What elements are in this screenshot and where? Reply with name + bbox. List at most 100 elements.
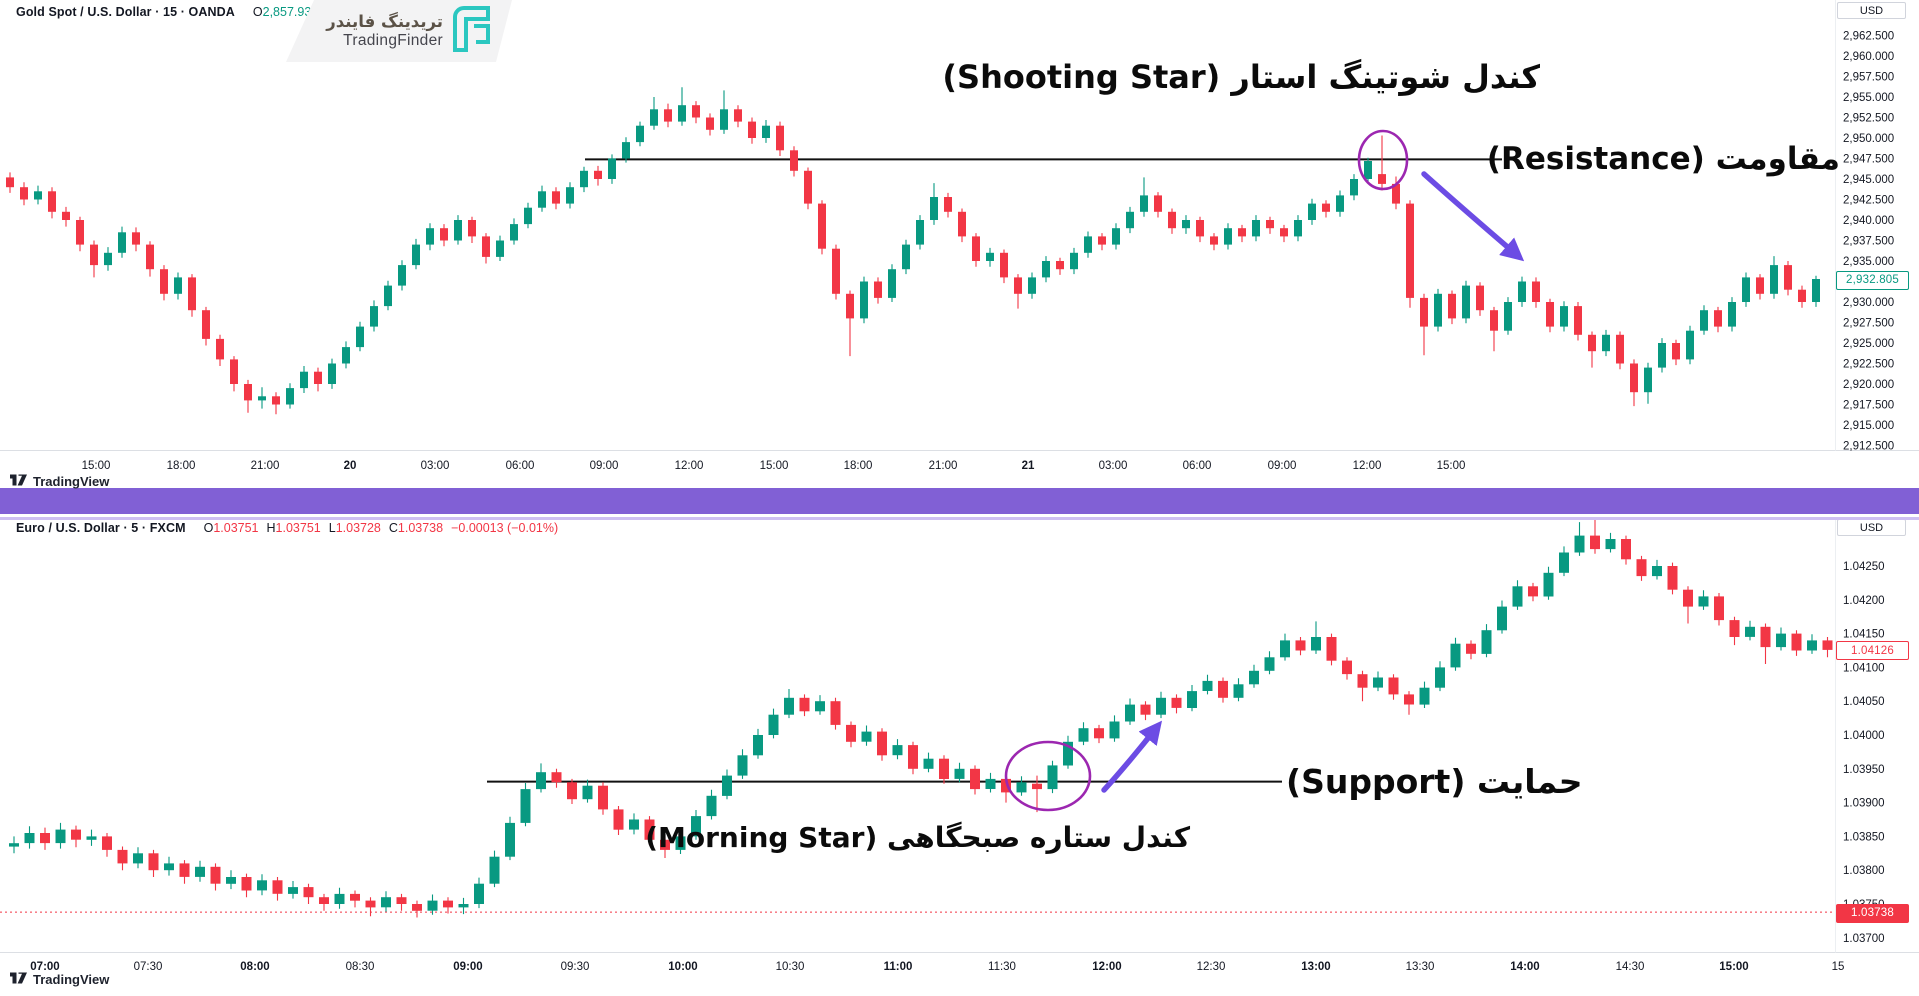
svg-text:2,935.000: 2,935.000 [1843, 256, 1894, 268]
tradingfinder-logo-text-en: TradingFinder [343, 31, 443, 49]
svg-text:15:00: 15:00 [1719, 961, 1748, 973]
tradingview-icon [10, 971, 28, 987]
time-axis-eurusd[interactable]: 07:00 07:30 08:00 08:30 09:00 09:30 10:00 10:30… [30, 961, 1844, 973]
charts-divider-bar [0, 488, 1919, 514]
svg-text:2,922.500: 2,922.500 [1843, 359, 1894, 371]
chart-header-eurusd: Euro / U.S. Dollar · 5 · FXCM O1.03751 H1… [16, 521, 558, 535]
svg-text:1.03950: 1.03950 [1843, 764, 1885, 776]
svg-text:2,957.500: 2,957.500 [1843, 72, 1894, 84]
price-scale-currency-gold[interactable]: USD [1837, 2, 1906, 19]
svg-text:2,952.500: 2,952.500 [1843, 113, 1894, 125]
svg-text:2,945.000: 2,945.000 [1843, 174, 1894, 186]
svg-text:14:00: 14:00 [1510, 961, 1539, 973]
svg-text:2,920.000: 2,920.000 [1843, 379, 1894, 391]
svg-text:03:00: 03:00 [1099, 460, 1128, 472]
svg-text:09:30: 09:30 [561, 961, 590, 973]
svg-text:18:00: 18:00 [167, 460, 196, 472]
svg-text:11:00: 11:00 [884, 961, 913, 973]
direction-arrow [1101, 720, 1163, 793]
svg-text:13:00: 13:00 [1301, 961, 1330, 973]
svg-text:21:00: 21:00 [251, 460, 280, 472]
ohlc-values-eurusd: O1.03751 H1.03751 L1.03728 C1.03738 −0.00013… [203, 521, 559, 535]
svg-text:13:30: 13:30 [1406, 961, 1435, 973]
svg-text:2,947.500: 2,947.500 [1843, 154, 1894, 166]
time-axis-gold[interactable]: 15:00 18:00 21:00 20 03:00 06:00 09:00 12:00 15:… [82, 460, 1466, 472]
annotation-shooting-star: کندل شوتینگ استار (Shooting Star) [942, 58, 1540, 96]
symbol-title-gold: Gold Spot / U.S. Dollar · 15 · OANDA [16, 5, 235, 19]
svg-text:12:30: 12:30 [1197, 961, 1226, 973]
prev-close-badge-eurusd: 1.03738 [1836, 903, 1909, 923]
pattern-circle-morning-star [1004, 740, 1092, 812]
svg-text:18:00: 18:00 [844, 460, 873, 472]
svg-text:09:00: 09:00 [453, 961, 482, 973]
svg-text:08:00: 08:00 [240, 961, 269, 973]
pattern-circle-shooting-star [1357, 129, 1409, 191]
svg-text:10:30: 10:30 [776, 961, 805, 973]
svg-text:12:00: 12:00 [1092, 961, 1121, 973]
svg-text:09:00: 09:00 [1268, 460, 1297, 472]
svg-text:07:00: 07:00 [30, 961, 59, 973]
svg-text:2,940.000: 2,940.000 [1843, 215, 1894, 227]
svg-text:1.03850: 1.03850 [1843, 831, 1885, 843]
svg-text:09:00: 09:00 [590, 460, 619, 472]
svg-text:2,955.000: 2,955.000 [1843, 92, 1894, 104]
svg-text:2,930.000: 2,930.000 [1843, 297, 1894, 309]
tradingfinder-logo-text-fa: تریدینگ فایندر [326, 11, 443, 31]
svg-text:2,937.500: 2,937.500 [1843, 236, 1894, 248]
svg-text:2,925.000: 2,925.000 [1843, 338, 1894, 350]
svg-text:21:00: 21:00 [929, 460, 958, 472]
svg-text:1.04200: 1.04200 [1843, 595, 1885, 607]
svg-text:12:00: 12:00 [675, 460, 704, 472]
candles-gold[interactable] [6, 87, 1820, 415]
tradingview-label: TradingView [33, 473, 110, 489]
svg-text:2,915.000: 2,915.000 [1843, 420, 1894, 432]
tradingview-attribution-eurusd[interactable]: TradingView [10, 971, 109, 987]
price-axis-eurusd[interactable]: 1.04250 1.04200 1.04150 1.04100 1.04050 1.040… [1843, 561, 1885, 945]
price-axis-gold[interactable]: 2,962.500 2,960.000 2,957.500 2,955.000 2,95… [1843, 31, 1894, 453]
svg-text:1.03700: 1.03700 [1843, 933, 1885, 945]
svg-text:1.03900: 1.03900 [1843, 798, 1885, 810]
svg-text:20: 20 [344, 460, 357, 472]
svg-text:15:00: 15:00 [760, 460, 789, 472]
tradingview-label: TradingView [33, 971, 110, 987]
svg-text:2,917.500: 2,917.500 [1843, 400, 1894, 412]
svg-text:2,927.500: 2,927.500 [1843, 318, 1894, 330]
svg-text:2,912.500: 2,912.500 [1843, 441, 1894, 453]
annotation-resistance: مقاومت (Resistance) [1486, 141, 1840, 177]
svg-text:2,942.500: 2,942.500 [1843, 195, 1894, 207]
svg-text:12:00: 12:00 [1353, 460, 1382, 472]
svg-text:21: 21 [1022, 460, 1035, 472]
svg-text:10:00: 10:00 [668, 961, 697, 973]
annotation-support: حمایت (Support) [1286, 762, 1583, 801]
charts-divider-edge [0, 517, 1919, 520]
svg-text:2,962.500: 2,962.500 [1843, 31, 1894, 43]
svg-text:1.04150: 1.04150 [1843, 629, 1885, 641]
svg-text:1.04250: 1.04250 [1843, 561, 1885, 573]
tradingview-attribution-gold[interactable]: TradingView [10, 473, 109, 489]
svg-text:06:00: 06:00 [506, 460, 535, 472]
tradingview-icon [10, 473, 28, 489]
svg-text:15:00: 15:00 [1437, 460, 1466, 472]
svg-text:2,960.000: 2,960.000 [1843, 51, 1894, 63]
svg-text:1.04050: 1.04050 [1843, 696, 1885, 708]
direction-arrow [1421, 171, 1525, 262]
symbol-title-eurusd: Euro / U.S. Dollar · 5 · FXCM [16, 521, 186, 535]
svg-text:1.04100: 1.04100 [1843, 662, 1885, 674]
svg-text:2,950.000: 2,950.000 [1843, 133, 1894, 145]
svg-text:03:00: 03:00 [421, 460, 450, 472]
svg-text:11:30: 11:30 [988, 961, 1016, 973]
last-price-badge-eurusd: 1.04126 [1836, 641, 1909, 661]
price-scale-currency-eurusd[interactable]: USD [1837, 519, 1906, 536]
svg-text:15:00: 15:00 [82, 460, 111, 472]
candles-eurusd[interactable] [9, 518, 1833, 918]
svg-text:1.04000: 1.04000 [1843, 730, 1885, 742]
annotation-morning-star: کندل ستاره صبحگاهی (Morning Star) [645, 821, 1190, 854]
svg-text:06:00: 06:00 [1183, 460, 1212, 472]
svg-text:08:30: 08:30 [346, 961, 375, 973]
tradingfinder-logo: تریدینگ فایندر TradingFinder [286, 0, 512, 62]
svg-text:14:30: 14:30 [1616, 961, 1645, 973]
svg-text:15: 15 [1832, 961, 1845, 973]
svg-text:1.03800: 1.03800 [1843, 865, 1885, 877]
